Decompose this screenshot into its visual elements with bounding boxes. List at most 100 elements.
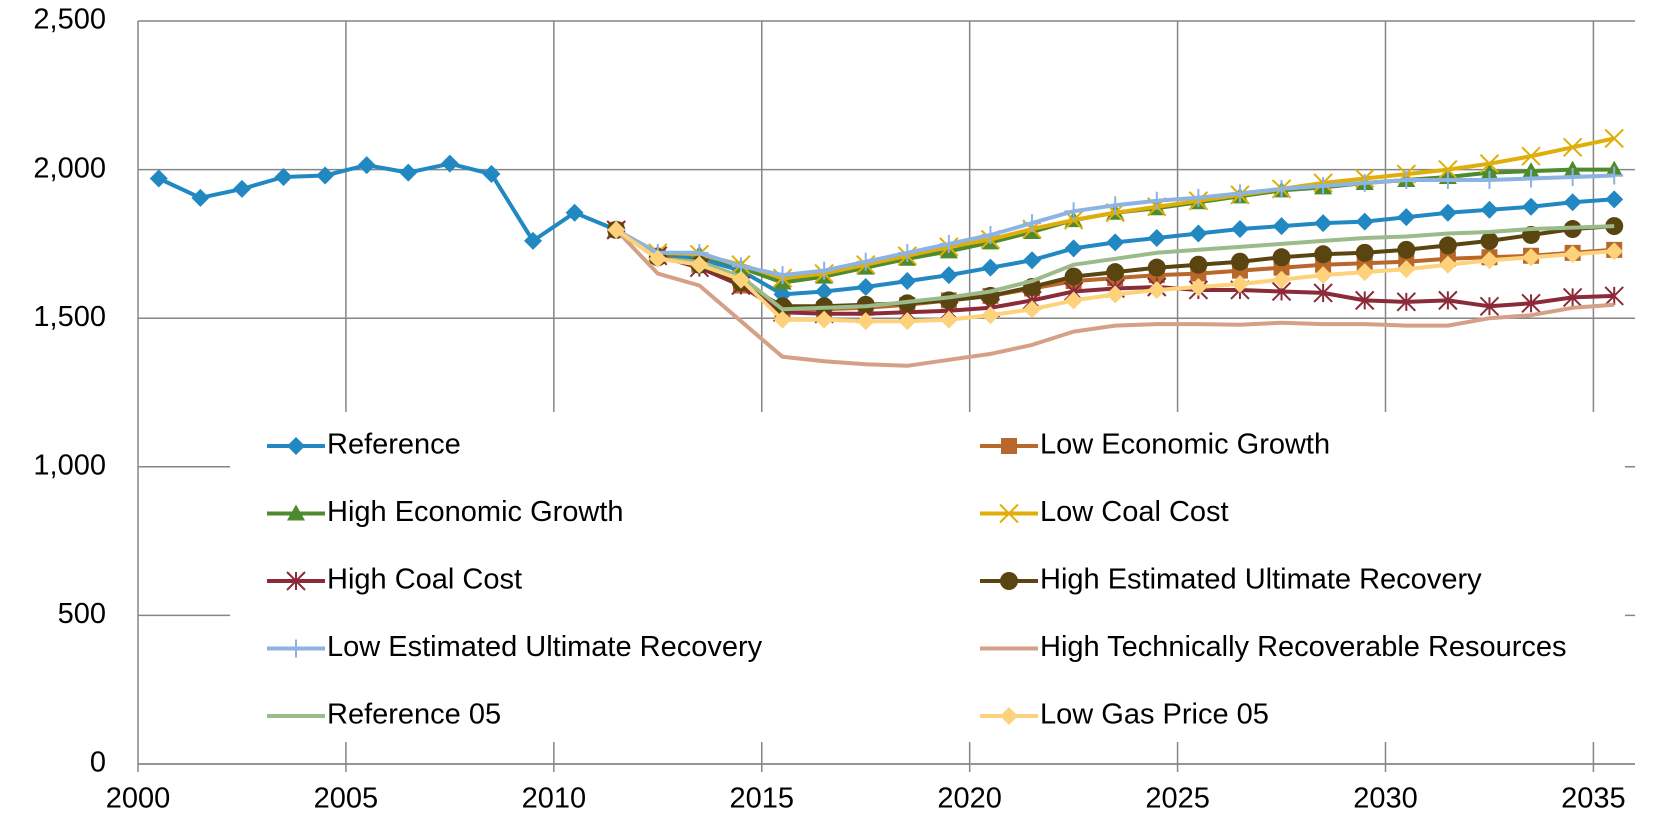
marker: [999, 503, 1019, 524]
marker: [232, 179, 251, 198]
y-tick-label: 1,000: [33, 449, 106, 481]
marker: [1521, 293, 1541, 314]
marker: [1605, 166, 1624, 185]
marker: [1272, 248, 1291, 267]
x-tick-label: 2025: [1145, 783, 1210, 815]
marker: [939, 310, 958, 329]
marker: [1147, 228, 1166, 247]
marker: [731, 270, 750, 289]
marker: [690, 255, 709, 274]
marker: [939, 234, 958, 253]
legend-label: Low Economic Growth: [1040, 429, 1330, 461]
y-tick-label: 2,000: [33, 152, 106, 184]
marker: [856, 277, 875, 296]
marker: [981, 258, 1000, 277]
marker: [287, 437, 305, 455]
marker: [1106, 263, 1125, 282]
marker: [1000, 707, 1018, 725]
x-tick-label: 2010: [522, 783, 587, 815]
marker: [939, 291, 958, 310]
marker: [1438, 171, 1457, 190]
marker: [1023, 214, 1042, 233]
marker: [1147, 258, 1166, 277]
marker: [1397, 240, 1416, 259]
x-tick-label: 2015: [729, 783, 794, 815]
legend-label: Reference 05: [327, 699, 501, 731]
marker: [1563, 245, 1582, 264]
marker: [1106, 233, 1125, 252]
marker: [1001, 438, 1017, 454]
marker: [1064, 267, 1083, 286]
marker: [1522, 197, 1541, 216]
marker: [1605, 217, 1624, 236]
marker: [286, 571, 306, 591]
marker: [357, 156, 376, 175]
marker: [1313, 283, 1333, 303]
marker: [1479, 296, 1500, 317]
marker: [1230, 184, 1249, 203]
marker: [1438, 159, 1458, 180]
marker: [815, 282, 834, 301]
marker: [856, 252, 875, 271]
legend-label: High Coal Cost: [327, 564, 522, 596]
marker: [274, 168, 293, 187]
marker: [1438, 236, 1457, 255]
marker: [1189, 188, 1208, 207]
marker: [773, 266, 792, 285]
marker: [287, 639, 305, 658]
marker: [1355, 263, 1374, 282]
marker: [440, 154, 459, 173]
marker: [1064, 202, 1083, 221]
marker: [1230, 220, 1249, 239]
marker: [1605, 242, 1624, 261]
legend-label: High Technically Recoverable Resources: [1040, 631, 1567, 663]
y-tick-label: 2,500: [33, 4, 106, 36]
marker: [1230, 252, 1249, 271]
marker: [607, 220, 626, 239]
marker: [981, 306, 1000, 325]
marker: [399, 163, 418, 182]
marker: [939, 266, 958, 285]
marker: [1562, 137, 1583, 158]
marker: [1480, 251, 1499, 270]
marker: [1397, 208, 1416, 227]
marker: [1023, 251, 1042, 270]
marker: [316, 166, 335, 185]
marker: [1355, 212, 1374, 231]
marker: [1106, 285, 1125, 304]
legend-label: Low Coal Cost: [1040, 496, 1229, 528]
marker: [1272, 270, 1291, 289]
marker: [191, 188, 210, 207]
marker: [1397, 260, 1416, 279]
marker: [1355, 173, 1374, 192]
legend: Reference Low Economic Growth High Economi…: [230, 412, 1625, 742]
marker: [1314, 245, 1333, 264]
marker: [1438, 203, 1457, 222]
marker: [1355, 243, 1374, 262]
x-tick-label: 2020: [937, 783, 1002, 815]
marker: [1438, 255, 1457, 274]
marker: [287, 504, 305, 521]
marker: [1189, 224, 1208, 243]
series-line: [614, 228, 1615, 368]
marker: [1230, 275, 1249, 294]
marker: [815, 310, 834, 329]
marker: [1480, 231, 1499, 250]
marker: [482, 165, 501, 184]
marker: [1522, 169, 1541, 188]
y-tick-label: 1,500: [33, 301, 106, 333]
marker: [648, 249, 667, 268]
marker: [1064, 239, 1083, 258]
marker: [1147, 191, 1166, 210]
marker: [1272, 179, 1291, 198]
marker: [565, 203, 584, 222]
y-tick-label: 500: [58, 598, 106, 630]
series-line: [615, 224, 1615, 312]
marker: [1522, 248, 1541, 267]
marker: [1438, 290, 1458, 311]
marker: [1521, 146, 1541, 166]
legend-label: Low Estimated Ultimate Recovery: [327, 631, 763, 663]
marker: [815, 261, 834, 280]
legend-label: Low Gas Price 05: [1040, 699, 1269, 731]
